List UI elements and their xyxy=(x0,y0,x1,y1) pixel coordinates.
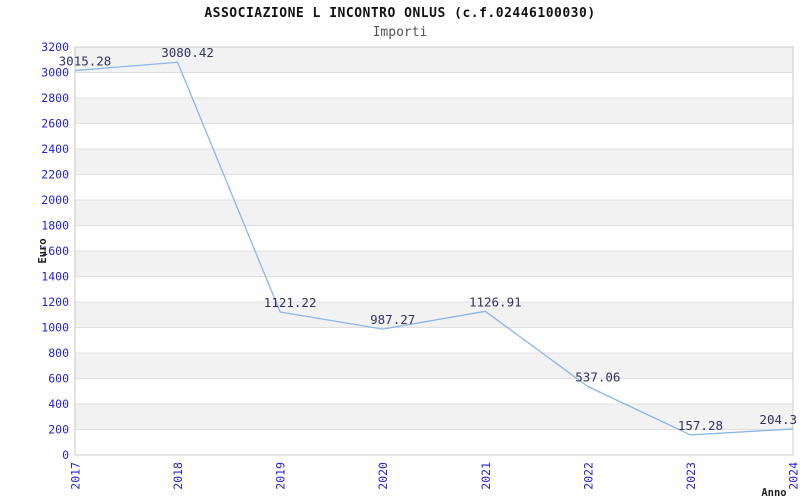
y-tick-label: 1200 xyxy=(41,295,69,309)
x-tick-label: 2021 xyxy=(479,462,493,490)
y-tick-label: 1000 xyxy=(41,321,69,335)
plot-border xyxy=(74,46,794,456)
plot-band xyxy=(75,200,793,226)
plot-band xyxy=(75,251,793,277)
chart-title: ASSOCIAZIONE L INCONTRO ONLUS (c.f.02446… xyxy=(204,6,596,21)
data-series-line xyxy=(74,61,794,436)
y-tick-label: 2800 xyxy=(41,91,69,105)
y-tick-label: 2400 xyxy=(41,142,69,156)
value-label: 3080.42 xyxy=(161,45,214,60)
value-label: 537.06 xyxy=(575,370,620,385)
y-tick-label: 600 xyxy=(48,372,69,386)
plot-band xyxy=(75,98,793,124)
x-tick-label: 2024 xyxy=(787,462,800,490)
y-tick-label: 1800 xyxy=(41,219,69,233)
y-tick-label: 800 xyxy=(48,346,69,360)
plot-band xyxy=(75,149,793,175)
x-tick-label: 2020 xyxy=(376,462,390,490)
value-label: 987.27 xyxy=(370,312,415,327)
y-tick-label: 400 xyxy=(48,397,69,411)
x-tick-label: 2017 xyxy=(69,462,83,490)
y-axis-title: Euro xyxy=(37,238,49,263)
y-tick-label: 3200 xyxy=(41,40,69,54)
plot-band xyxy=(75,353,793,379)
value-label: 3015.28 xyxy=(59,54,112,69)
plot-band xyxy=(75,47,793,73)
value-label: 157.28 xyxy=(678,418,723,433)
y-tick-label: 3000 xyxy=(41,66,69,80)
x-tick-label: 2023 xyxy=(684,462,698,490)
value-label: 204.3 xyxy=(759,412,797,427)
plot-band xyxy=(75,302,793,328)
value-label: 1126.91 xyxy=(469,294,522,309)
plot-band xyxy=(75,404,793,430)
y-tick-label: 200 xyxy=(48,423,69,437)
x-tick-label: 2018 xyxy=(171,462,185,490)
y-tick-label: 2000 xyxy=(41,193,69,207)
x-tick-label: 2022 xyxy=(581,462,595,490)
chart-subtitle: Importi xyxy=(372,25,428,40)
x-tick-label: 2019 xyxy=(274,462,288,490)
y-tick-label: 1400 xyxy=(41,270,69,284)
y-tick-label: 2600 xyxy=(41,117,69,131)
value-label: 1121.22 xyxy=(264,295,317,310)
y-tick-label: 2200 xyxy=(41,168,69,182)
y-tick-label: 1600 xyxy=(41,244,69,258)
y-tick-label: 0 xyxy=(62,448,69,462)
x-axis-title: Anno xyxy=(761,487,786,499)
